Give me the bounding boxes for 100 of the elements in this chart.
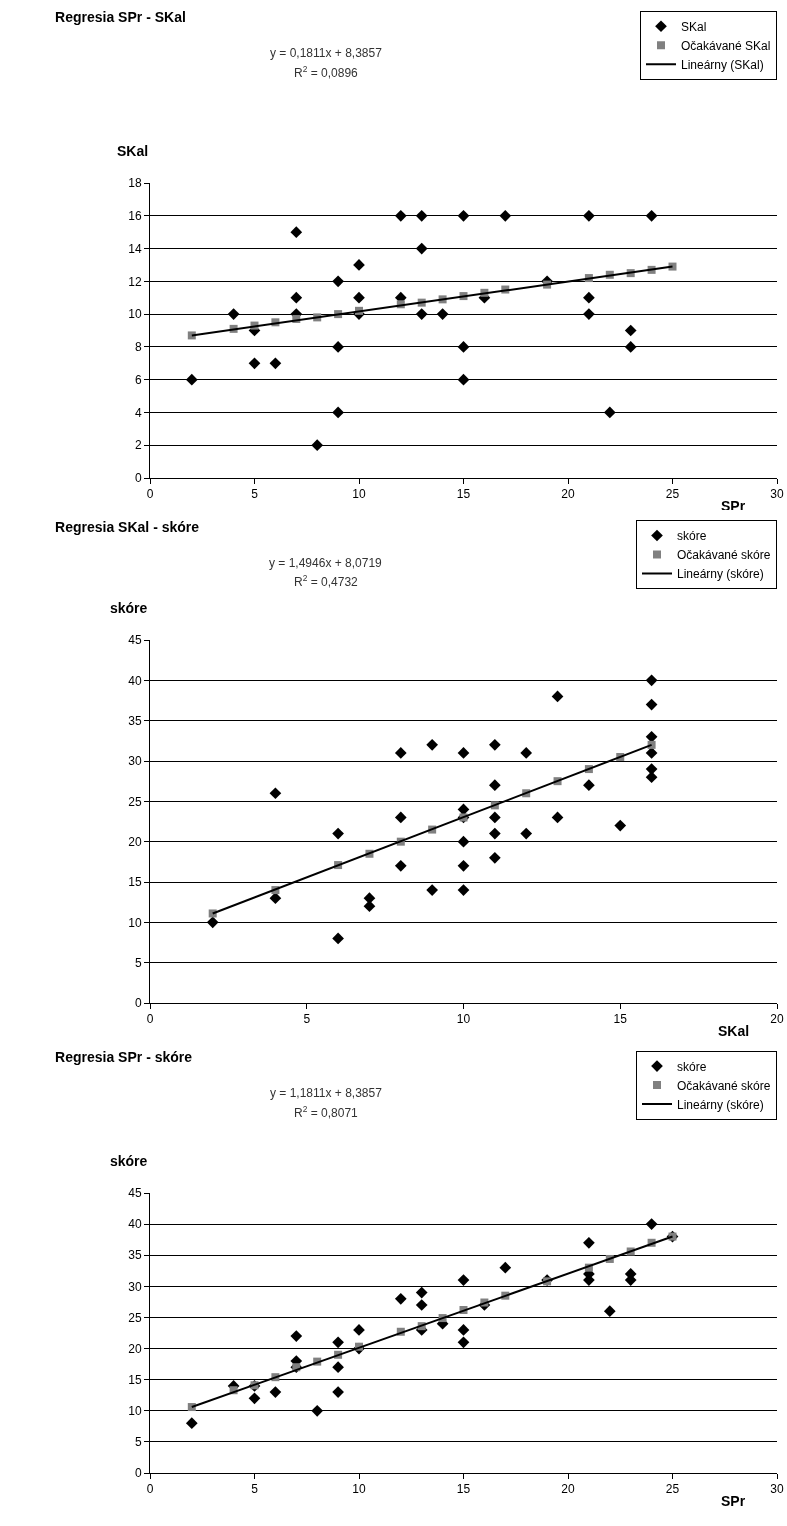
y-tick-label: 5 <box>134 1435 142 1450</box>
point <box>624 324 637 337</box>
point <box>489 851 501 864</box>
point <box>227 308 240 320</box>
point <box>457 860 470 872</box>
point <box>332 341 344 353</box>
y-tick-label: 16 <box>128 208 142 223</box>
point <box>269 357 282 370</box>
point <box>603 406 616 419</box>
legend-label: Očakávané skóre <box>677 548 771 563</box>
y-tick-label: 4 <box>134 405 142 420</box>
point <box>394 860 407 872</box>
legend-label: skóre <box>677 1059 707 1074</box>
x-tick-label: 10 <box>352 487 366 502</box>
text: y = 1,4946x + 8,0719 <box>269 556 383 570</box>
point <box>520 747 533 759</box>
y-tick-label: 5 <box>134 955 142 970</box>
point <box>457 835 470 848</box>
legend-label: Lineárny (SKal) <box>681 57 764 72</box>
legend-label: skóre <box>677 529 707 544</box>
legend-label: Očakávané skóre <box>677 1078 771 1093</box>
x-tick-label: 25 <box>665 1482 680 1497</box>
y-tick-label: 0 <box>134 471 142 486</box>
point <box>489 739 501 751</box>
y-tick-label: 2 <box>134 438 142 453</box>
point <box>332 275 344 288</box>
point <box>583 308 595 320</box>
y-axis-title: SKal <box>117 143 149 159</box>
point <box>457 373 470 386</box>
point <box>290 226 303 239</box>
point <box>248 1392 261 1405</box>
point <box>614 819 627 832</box>
chart-title: Regresia SPr - SKal <box>55 8 186 25</box>
point <box>645 209 658 222</box>
point <box>499 1261 512 1274</box>
point <box>185 1417 198 1430</box>
point <box>583 291 595 304</box>
point <box>311 1404 324 1417</box>
y-tick-label: 40 <box>128 1217 142 1232</box>
point <box>436 308 449 320</box>
point <box>415 209 428 222</box>
y-axis-title: skóre <box>110 1153 148 1169</box>
y-tick-label: 8 <box>134 340 142 355</box>
y-tick-label: 14 <box>128 241 142 256</box>
point <box>353 291 365 304</box>
x-tick-label: 20 <box>561 487 575 502</box>
text: y = 1,1811x + 8,3857 <box>270 1086 383 1100</box>
point <box>415 1286 428 1299</box>
point <box>551 811 564 824</box>
y-tick-label: 35 <box>128 713 142 728</box>
point <box>415 308 428 320</box>
y-tick-label: 6 <box>134 372 142 387</box>
point <box>583 209 595 222</box>
legend-label: Očakávané SKal <box>681 38 771 53</box>
text: R$^{2}$ = 0,0896 <box>294 64 359 81</box>
y-tick-label: 25 <box>128 794 142 809</box>
y-tick-label: 30 <box>128 754 142 769</box>
point <box>415 242 428 255</box>
point <box>457 1336 470 1349</box>
x-tick-label: 10 <box>352 1482 366 1497</box>
y-tick-label: 10 <box>128 915 142 930</box>
point <box>332 1336 344 1349</box>
text: y = 0,1811x + 8,3857 <box>270 46 383 60</box>
point <box>645 747 658 759</box>
point <box>457 209 470 222</box>
point <box>185 373 198 386</box>
point <box>290 291 303 304</box>
point <box>489 779 501 792</box>
x-tick-label: 5 <box>251 487 259 502</box>
point <box>415 1299 428 1311</box>
x-tick-label: 10 <box>456 1012 471 1027</box>
point <box>457 884 470 896</box>
x-tick-label: 5 <box>251 1482 259 1497</box>
point <box>603 1305 616 1318</box>
y-tick-label: 45 <box>128 1186 142 1201</box>
y-tick-label: 18 <box>128 176 142 191</box>
legend-label: SKal <box>681 19 707 34</box>
y-tick-label: 35 <box>128 1248 142 1263</box>
point <box>248 357 261 370</box>
y-tick-label: 20 <box>128 1341 142 1356</box>
x-tick-label: 20 <box>561 1482 575 1497</box>
point <box>269 787 282 800</box>
point <box>520 827 533 840</box>
x-axis-title: SPr <box>721 1493 746 1509</box>
point <box>332 406 344 419</box>
x-tick-label: 15 <box>456 487 471 502</box>
point <box>645 1218 658 1230</box>
y-tick-label: 10 <box>128 1403 142 1418</box>
point <box>269 1386 282 1398</box>
point <box>645 698 658 711</box>
text: R$^{2}$ = 0,4732 <box>294 573 359 590</box>
point <box>206 916 219 929</box>
point <box>394 811 407 824</box>
y-tick-label: 0 <box>134 996 142 1011</box>
point <box>489 811 501 824</box>
point <box>426 884 438 896</box>
point <box>426 739 438 751</box>
point <box>394 209 407 222</box>
point <box>551 690 564 703</box>
point <box>457 1274 470 1286</box>
